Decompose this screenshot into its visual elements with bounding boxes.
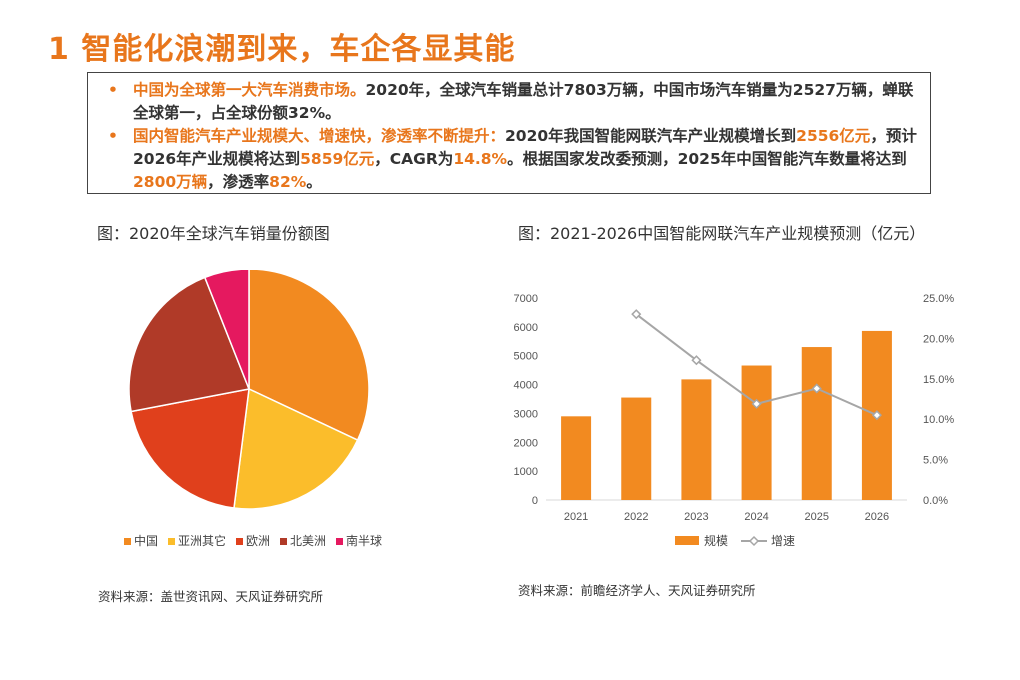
y-right-tick-label: 20.0% xyxy=(923,333,954,345)
bullet-2-part: ，CAGR为 xyxy=(374,150,454,168)
y-left-tick-label: 0 xyxy=(532,495,538,507)
bullet-2-part: ，预计2026年产业规模将达到 xyxy=(133,127,917,168)
x-tick-label: 2024 xyxy=(744,511,768,523)
growth-point xyxy=(691,355,702,366)
growth-point xyxy=(631,309,642,320)
bar-line-chart: 0 1000 2000 3000 4000 5000 6000 7000 0.0% 5.0% 10.… xyxy=(514,293,955,548)
x-tick-label: 2022 xyxy=(624,511,648,523)
page-title: 1 智能化浪潮到来，车企各显其能 xyxy=(48,32,516,67)
legend-label: 增速 xyxy=(771,534,795,548)
y-left-tick-label: 7000 xyxy=(514,293,538,305)
legend-swatch xyxy=(336,538,343,545)
bullet-marker: • xyxy=(108,127,118,145)
bullet-2-part: 。 xyxy=(306,173,322,191)
pie-figure-title: 图：2020年全球汽车销量份额图 xyxy=(97,224,330,243)
bullet-2-part: 2020年我国智能网联汽车产业规模增长到 xyxy=(505,127,797,145)
legend-swatch xyxy=(124,538,131,545)
legend-label: 北美洲 xyxy=(290,534,326,548)
bar xyxy=(621,397,652,500)
y-left-tick-label: 6000 xyxy=(514,322,538,334)
bullet-2-part: 2800万辆 xyxy=(133,173,208,191)
summary-box: • 中国为全球第一大汽车消费市场。2020年，全球汽车销量总计7803万辆，中国… xyxy=(87,72,931,194)
y-right-tick-label: 25.0% xyxy=(923,293,954,305)
x-tick-label: 2023 xyxy=(684,511,708,523)
legend-label: 中国 xyxy=(134,533,158,548)
pie-source: 资料来源：盖世资讯网、天风证券研究所 xyxy=(98,589,324,604)
y-right-tick-label: 10.0% xyxy=(923,414,954,426)
growth-point xyxy=(871,410,882,421)
bullet-2-part: 国内智能汽车产业规模大、增速快，渗透率不断提升： xyxy=(133,127,506,145)
pie-slice xyxy=(233,387,359,510)
y-left-tick-label: 4000 xyxy=(514,380,538,392)
bullet-2-part: 5859亿元 xyxy=(300,150,375,168)
y-left-tick-label: 2000 xyxy=(514,437,538,449)
bar xyxy=(561,416,592,500)
bullet-2-part: ，渗透率 xyxy=(207,173,270,191)
bar-figure-title: 图：2021-2026中国智能网联汽车产业规模预测（亿元） xyxy=(518,224,926,243)
bullet-1-highlight: 中国为全球第一大汽车消费市场。 xyxy=(133,81,366,99)
y-left-tick-label: 3000 xyxy=(514,408,538,420)
legend-swatch-bar xyxy=(675,536,699,545)
y-left-tick-label: 1000 xyxy=(514,466,538,478)
bullet-marker: • xyxy=(108,81,118,99)
legend-label: 规模 xyxy=(704,533,728,548)
y-left-tick-label: 5000 xyxy=(514,351,538,363)
legend-swatch xyxy=(168,538,175,545)
legend-label: 欧洲 xyxy=(246,534,270,548)
legend-label: 亚洲其它 xyxy=(178,533,226,548)
bar xyxy=(741,365,772,500)
y-right-tick-label: 15.0% xyxy=(923,374,954,386)
legend-swatch xyxy=(236,538,243,545)
pie-slice xyxy=(130,388,250,509)
bullet-2-part: 。根据国家发改委预测，2025年中国智能汽车数量将达到 xyxy=(507,150,907,168)
y-right-tick-label: 0.0% xyxy=(923,495,948,507)
bullet-2-part: 82% xyxy=(269,173,307,191)
bullet-2: • 国内智能汽车产业规模大、增速快，渗透率不断提升：2020年我国智能网联汽车产… xyxy=(108,125,918,194)
legend-swatch xyxy=(280,538,287,545)
bullet-1: • 中国为全球第一大汽车消费市场。2020年，全球汽车销量总计7803万辆，中国… xyxy=(108,79,918,125)
bullet-2-part: 2556亿元 xyxy=(796,127,871,145)
bullet-2-part: 14.8% xyxy=(453,150,508,168)
bar xyxy=(681,379,712,500)
bar-source: 资料来源：前瞻经济学人、天风证券研究所 xyxy=(518,583,756,598)
pie-slice xyxy=(248,270,370,442)
y-right-tick-label: 5.0% xyxy=(923,455,948,467)
x-tick-label: 2021 xyxy=(564,511,588,523)
growth-point xyxy=(751,398,762,409)
bullet-1-text: 2020年，全球汽车销量总计7803万辆，中国市场汽车销量为2527万辆，蝉联全… xyxy=(133,81,914,122)
legend-label: 南半球 xyxy=(346,533,382,548)
x-tick-label: 2025 xyxy=(805,511,829,523)
pie-chart: 中国 亚洲其它 欧洲 北美洲 南半球 xyxy=(124,270,382,548)
pie-slice xyxy=(128,276,251,413)
growth-point xyxy=(811,383,822,394)
pie-slice xyxy=(203,270,250,390)
bar xyxy=(801,347,832,500)
x-tick-label: 2026 xyxy=(865,511,889,523)
legend-marker xyxy=(748,535,760,547)
